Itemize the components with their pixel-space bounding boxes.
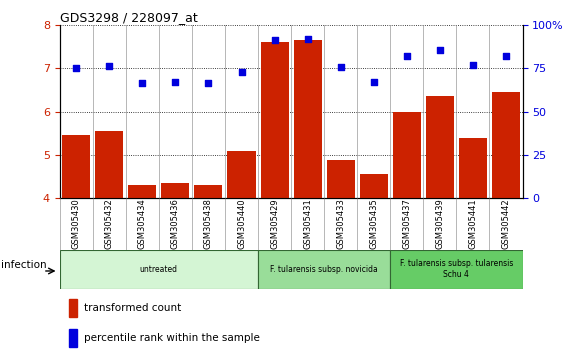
Bar — [261, 42, 289, 198]
Text: GSM305437: GSM305437 — [402, 199, 411, 249]
Bar — [393, 112, 421, 198]
Bar — [360, 175, 388, 198]
Bar — [492, 92, 520, 198]
Text: GSM305441: GSM305441 — [469, 199, 478, 249]
Bar — [95, 131, 123, 198]
Text: GSM305432: GSM305432 — [105, 199, 114, 249]
Text: GSM305434: GSM305434 — [138, 199, 147, 249]
Point — [336, 64, 345, 70]
Text: F. tularensis subsp. novicida: F. tularensis subsp. novicida — [270, 264, 378, 274]
Point — [303, 36, 312, 41]
FancyBboxPatch shape — [258, 250, 390, 289]
Text: GSM305433: GSM305433 — [336, 199, 345, 249]
Bar — [69, 299, 77, 317]
Point — [171, 80, 180, 85]
Point — [237, 69, 246, 74]
FancyBboxPatch shape — [390, 250, 523, 289]
Bar — [128, 185, 156, 198]
Point — [138, 80, 147, 86]
Point — [204, 80, 213, 86]
Point — [369, 79, 378, 85]
Text: percentile rank within the sample: percentile rank within the sample — [84, 333, 260, 343]
Text: GSM305440: GSM305440 — [237, 199, 246, 249]
Point — [502, 53, 511, 59]
Text: transformed count: transformed count — [84, 303, 181, 313]
Text: GSM305430: GSM305430 — [72, 199, 81, 249]
Point — [435, 47, 444, 53]
Text: GSM305439: GSM305439 — [436, 199, 444, 249]
Text: GSM305431: GSM305431 — [303, 199, 312, 249]
Bar — [426, 96, 454, 198]
Text: GSM305435: GSM305435 — [369, 199, 378, 249]
Point — [402, 53, 411, 59]
Point — [469, 62, 478, 68]
Bar — [294, 40, 321, 198]
Text: untreated: untreated — [140, 264, 178, 274]
Text: infection: infection — [1, 260, 47, 270]
Text: F. tularensis subsp. tularensis
Schu 4: F. tularensis subsp. tularensis Schu 4 — [400, 259, 513, 279]
Bar — [227, 152, 256, 198]
Text: GSM305442: GSM305442 — [502, 199, 511, 249]
Bar — [69, 329, 77, 347]
Point — [72, 65, 81, 71]
Bar — [161, 183, 189, 198]
Bar — [459, 137, 487, 198]
Text: GSM305436: GSM305436 — [171, 199, 180, 249]
Bar — [62, 135, 90, 198]
Point — [105, 63, 114, 69]
Text: GSM305429: GSM305429 — [270, 199, 279, 249]
Bar — [327, 160, 355, 198]
Bar — [194, 185, 223, 198]
Text: GDS3298 / 228097_at: GDS3298 / 228097_at — [60, 11, 198, 24]
FancyBboxPatch shape — [60, 250, 258, 289]
Point — [270, 37, 279, 43]
Text: GSM305438: GSM305438 — [204, 199, 213, 249]
